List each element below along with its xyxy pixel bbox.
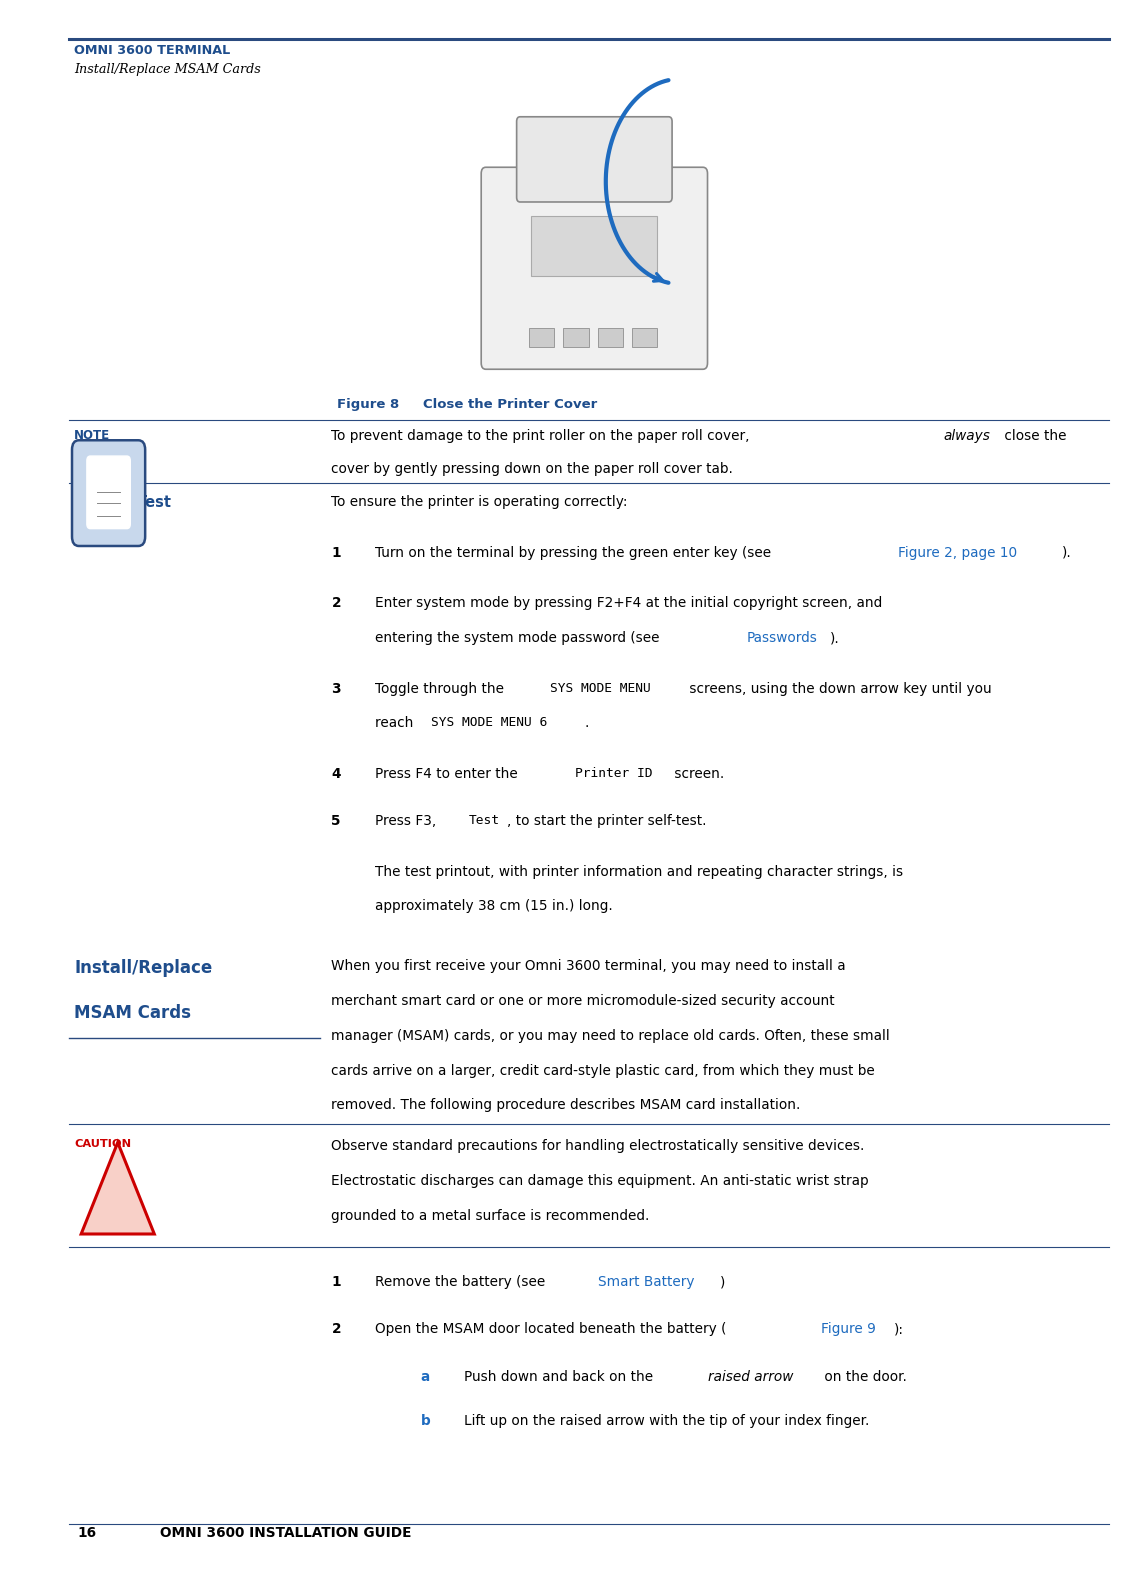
Text: MSAM Cards: MSAM Cards — [74, 1004, 191, 1021]
Text: 3: 3 — [331, 682, 341, 696]
Text: approximately 38 cm (15 in.) long.: approximately 38 cm (15 in.) long. — [375, 899, 613, 914]
Text: Figure 2, page 10: Figure 2, page 10 — [898, 546, 1017, 560]
Text: 16: 16 — [78, 1526, 97, 1540]
Text: Passwords: Passwords — [746, 631, 817, 645]
Text: OMNI 3600 TERMINAL: OMNI 3600 TERMINAL — [74, 44, 231, 57]
Text: SYS MODE MENU: SYS MODE MENU — [550, 682, 650, 694]
Text: screen.: screen. — [670, 767, 724, 781]
Text: OMNI 3600 INSTALLATION GUIDE: OMNI 3600 INSTALLATION GUIDE — [160, 1526, 411, 1540]
Text: cards arrive on a larger, credit card-style plastic card, from which they must b: cards arrive on a larger, credit card-st… — [331, 1064, 876, 1078]
Text: ):: ): — [894, 1322, 904, 1337]
Text: Close the Printer Cover: Close the Printer Cover — [423, 398, 597, 410]
Text: manager (MSAM) cards, or you may need to replace old cards. Often, these small: manager (MSAM) cards, or you may need to… — [331, 1029, 890, 1043]
Text: Toggle through the: Toggle through the — [375, 682, 509, 696]
FancyBboxPatch shape — [87, 456, 130, 529]
Bar — [531, 216, 657, 276]
Bar — [563, 328, 589, 347]
Text: 2: 2 — [331, 596, 341, 611]
Text: Turn on the terminal by pressing the green enter key (see: Turn on the terminal by pressing the gre… — [375, 546, 775, 560]
Text: entering the system mode password (see: entering the system mode password (see — [375, 631, 664, 645]
Text: 5: 5 — [331, 814, 341, 828]
Text: 2: 2 — [331, 1322, 341, 1337]
FancyBboxPatch shape — [517, 117, 672, 202]
Text: Figure 9: Figure 9 — [821, 1322, 876, 1337]
Text: When you first receive your Omni 3600 terminal, you may need to install a: When you first receive your Omni 3600 te… — [331, 959, 846, 974]
Bar — [529, 328, 554, 347]
Text: The test printout, with printer information and repeating character strings, is: The test printout, with printer informat… — [375, 865, 903, 879]
Text: Press F4 to enter the: Press F4 to enter the — [375, 767, 522, 781]
Text: raised arrow: raised arrow — [708, 1370, 793, 1384]
Bar — [632, 328, 657, 347]
Text: Install/Replace: Install/Replace — [74, 959, 213, 977]
Text: screens, using the down arrow key until you: screens, using the down arrow key until … — [685, 682, 991, 696]
Text: ): ) — [720, 1275, 726, 1289]
FancyBboxPatch shape — [72, 440, 145, 546]
FancyBboxPatch shape — [481, 167, 708, 369]
Text: Printer ID: Printer ID — [575, 767, 653, 780]
Text: Open the MSAM door located beneath the battery (: Open the MSAM door located beneath the b… — [375, 1322, 726, 1337]
Text: ).: ). — [1062, 546, 1072, 560]
Text: Test: Test — [469, 814, 499, 827]
Text: Lift up on the raised arrow with the tip of your index finger.: Lift up on the raised arrow with the tip… — [464, 1414, 870, 1428]
Text: on the door.: on the door. — [820, 1370, 906, 1384]
Text: , to start the printer self-test.: , to start the printer self-test. — [507, 814, 708, 828]
Text: Enter system mode by pressing F2+F4 at the initial copyright screen, and: Enter system mode by pressing F2+F4 at t… — [375, 596, 882, 611]
Text: grounded to a metal surface is recommended.: grounded to a metal surface is recommend… — [331, 1209, 650, 1223]
Text: 4: 4 — [331, 767, 341, 781]
Text: To ensure the printer is operating correctly:: To ensure the printer is operating corre… — [331, 495, 628, 510]
Text: CAUTION: CAUTION — [74, 1139, 131, 1149]
Text: Smart Battery: Smart Battery — [598, 1275, 694, 1289]
Text: 1: 1 — [331, 1275, 341, 1289]
Text: NOTE: NOTE — [74, 429, 111, 442]
Text: cover by gently pressing down on the paper roll cover tab.: cover by gently pressing down on the pap… — [331, 462, 734, 477]
Text: Figure 8: Figure 8 — [337, 398, 399, 410]
Text: removed. The following procedure describes MSAM card installation.: removed. The following procedure describ… — [331, 1098, 801, 1112]
Text: .: . — [584, 716, 589, 731]
Text: a: a — [421, 1370, 430, 1384]
Text: !: ! — [113, 1185, 122, 1202]
Text: Install/Replace MSAM Cards: Install/Replace MSAM Cards — [74, 63, 261, 76]
Text: To prevent damage to the print roller on the paper roll cover,: To prevent damage to the print roller on… — [331, 429, 754, 443]
Text: ).: ). — [830, 631, 840, 645]
Text: Remove the battery (see: Remove the battery (see — [375, 1275, 550, 1289]
Text: merchant smart card or one or more micromodule-sized security account: merchant smart card or one or more micro… — [331, 994, 836, 1008]
Bar — [598, 328, 623, 347]
Text: 1: 1 — [331, 546, 341, 560]
Text: reach: reach — [375, 716, 417, 731]
Text: Press F3,: Press F3, — [375, 814, 440, 828]
Text: Electrostatic discharges can damage this equipment. An anti-static wrist strap: Electrostatic discharges can damage this… — [331, 1174, 869, 1188]
Text: close the: close the — [1000, 429, 1066, 443]
Text: Push down and back on the: Push down and back on the — [464, 1370, 657, 1384]
Text: b: b — [421, 1414, 431, 1428]
Polygon shape — [81, 1142, 154, 1234]
Text: SYS MODE MENU 6: SYS MODE MENU 6 — [431, 716, 547, 729]
Text: Observe standard precautions for handling electrostatically sensitive devices.: Observe standard precautions for handlin… — [331, 1139, 865, 1154]
Text: Printer Test: Printer Test — [74, 495, 171, 511]
Text: always: always — [943, 429, 990, 443]
